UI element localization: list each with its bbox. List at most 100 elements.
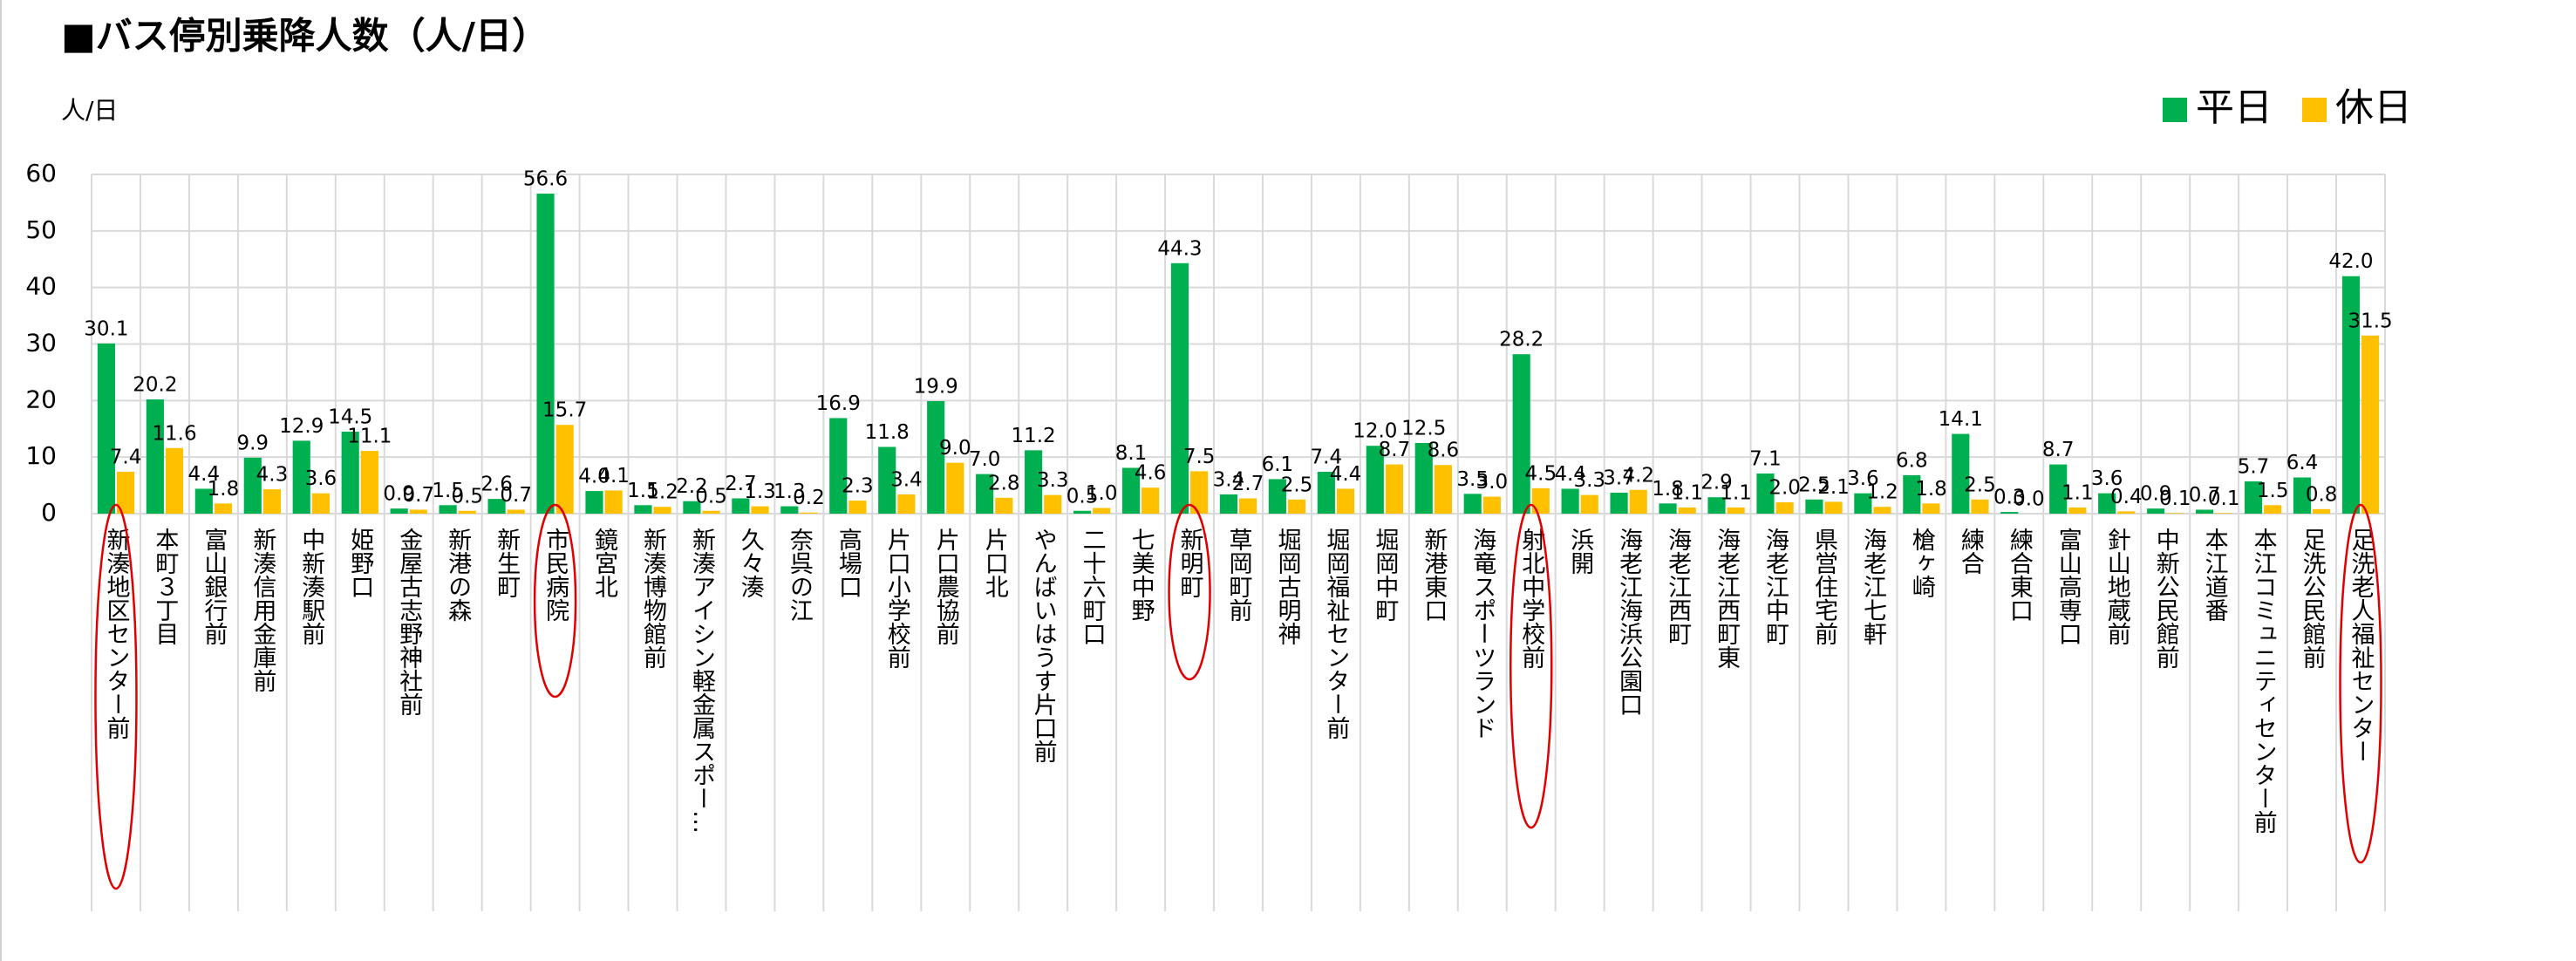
x-tick-label: 槍ヶ崎 <box>1908 528 1936 598</box>
bar <box>439 505 457 514</box>
data-label: 4.2 <box>1622 464 1654 487</box>
data-label: 2.8 <box>988 472 1020 494</box>
bar <box>1025 450 1043 514</box>
bar <box>1073 510 1092 514</box>
bar <box>1580 494 1598 514</box>
data-label: 1.8 <box>1915 478 1947 501</box>
bar <box>1336 488 1355 514</box>
bar <box>702 510 720 514</box>
bar <box>1873 507 1891 514</box>
bar <box>732 498 750 514</box>
x-tick-label: 新湊アイシン軽金属スポー… <box>688 528 716 834</box>
bar <box>1678 507 1696 514</box>
bar <box>1531 487 1550 514</box>
bar <box>585 491 603 514</box>
bar <box>2098 493 2116 514</box>
data-label: 14.1 <box>1939 408 1983 431</box>
x-tick-label: 富山高専口 <box>2055 528 2082 645</box>
bar <box>1093 508 1111 514</box>
data-label: 8.6 <box>1428 440 1460 462</box>
bar <box>653 507 671 514</box>
x-tick-label: 浜開 <box>1566 528 1593 575</box>
bar <box>2166 513 2184 514</box>
data-label: 9.9 <box>236 432 269 454</box>
x-tick-label: 中新湊駅前 <box>297 528 325 645</box>
y-tick-label: 0 <box>41 498 57 527</box>
x-tick-label: 姫野口 <box>346 528 374 598</box>
bar <box>390 508 408 514</box>
x-tick-label: 海老江西町 <box>1664 528 1692 645</box>
data-label: 56.6 <box>523 168 568 191</box>
bar <box>1268 479 1286 514</box>
data-label: 11.8 <box>865 421 910 444</box>
data-label: 5.7 <box>2238 456 2270 479</box>
bar <box>1482 496 1501 514</box>
bar <box>1971 499 1989 514</box>
bar <box>897 494 916 514</box>
data-label: 2.6 <box>480 474 513 496</box>
x-tick-label: 市民病院 <box>542 528 569 622</box>
bar <box>2117 511 2136 514</box>
data-label: 2.5 <box>1964 474 1996 496</box>
bar <box>2341 276 2361 514</box>
data-label: 1.8 <box>208 478 240 501</box>
x-tick-label: 足洗公民館前 <box>2299 528 2327 669</box>
bar <box>2196 509 2214 514</box>
data-label: 0.5 <box>1067 485 1099 508</box>
data-label: 1.1 <box>2061 481 2094 504</box>
data-label: 3.6 <box>305 467 337 490</box>
data-label: 3.6 <box>2091 467 2123 490</box>
data-label: 11.6 <box>152 422 196 445</box>
data-label: 11.2 <box>1011 425 1055 447</box>
bar <box>2049 464 2068 514</box>
x-tick-label: 中新公民館前 <box>2152 528 2180 669</box>
data-label: 4.4 <box>1330 463 1362 486</box>
bar <box>848 501 867 514</box>
bar <box>1121 467 1141 514</box>
data-label: 28.2 <box>1499 329 1544 351</box>
data-label: 7.0 <box>969 448 1001 471</box>
data-label: 3.3 <box>1573 469 1605 492</box>
data-label: 4.6 <box>1135 462 1167 485</box>
x-tick-label: 練合 <box>1957 528 1985 575</box>
bar <box>146 399 164 514</box>
data-label: 3.0 <box>1476 471 1509 494</box>
bar <box>165 447 184 514</box>
bar <box>1170 262 1189 514</box>
data-label: 9.0 <box>939 437 971 460</box>
data-label: 0.7 <box>403 484 435 507</box>
bar <box>487 499 506 514</box>
bar <box>555 425 574 514</box>
bar <box>946 462 964 514</box>
data-label: 3.7 <box>1603 467 1635 490</box>
bar <box>2147 508 2165 514</box>
x-tick-label: 片口小学校前 <box>883 528 911 669</box>
data-label: 42.0 <box>2328 250 2373 273</box>
x-tick-label: 本江道番 <box>2201 528 2229 622</box>
x-tick-label: 高場口 <box>835 528 862 598</box>
x-tick-label: 海老江海浜公園口 <box>1615 528 1643 716</box>
data-label: 1.1 <box>1671 481 1703 504</box>
x-tick-label: 新港の森 <box>444 528 472 622</box>
data-label: 44.3 <box>1157 237 1202 260</box>
bar <box>2215 513 2233 514</box>
data-label: 0.5 <box>695 485 727 508</box>
x-tick-label: 海老江七軒 <box>1859 528 1887 645</box>
bar <box>2313 508 2331 514</box>
x-tick-label: 堀岡中町 <box>1371 528 1399 622</box>
bar <box>536 194 555 514</box>
bar <box>1854 493 1872 514</box>
data-label: 2.7 <box>1232 473 1264 495</box>
bar <box>1414 442 1433 514</box>
x-tick-label: 鏡宮北 <box>590 528 618 598</box>
data-label: 15.7 <box>542 399 587 422</box>
x-tick-label: やんばいはうす片口前 <box>1030 528 1057 763</box>
data-label: 30.1 <box>84 317 128 340</box>
x-tick-label: 県営住宅前 <box>1810 528 1838 645</box>
y-axis-label: 人/日 <box>61 96 118 125</box>
bar <box>1317 472 1335 514</box>
bar <box>1610 493 1628 514</box>
bar <box>1659 503 1677 514</box>
bar <box>927 400 945 514</box>
